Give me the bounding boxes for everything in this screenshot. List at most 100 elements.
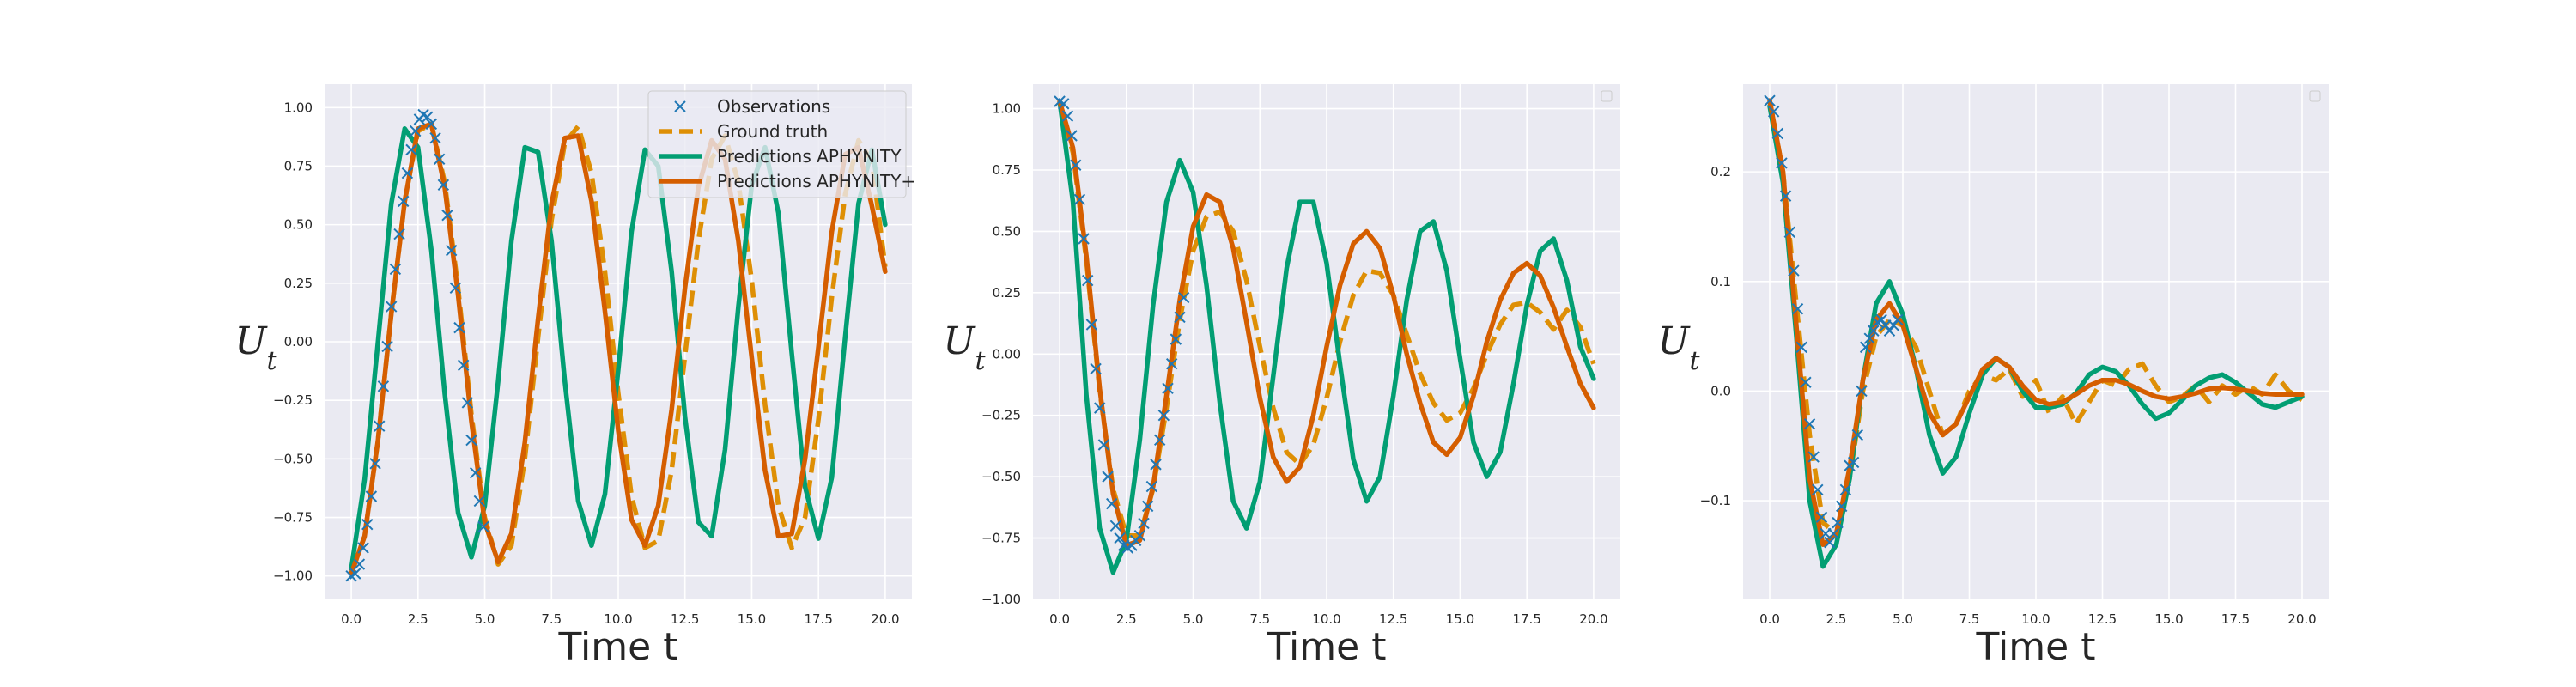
- observation-marker: [1070, 159, 1082, 171]
- x-tick-label: 10.0: [604, 611, 632, 627]
- x-tick-label: 7.5: [1249, 611, 1270, 627]
- y-tick-label: −0.75: [981, 531, 1021, 546]
- x-tick-label: 0.0: [341, 611, 361, 627]
- data-layer: [345, 108, 888, 582]
- y-tick-label: −0.50: [981, 469, 1021, 484]
- y-tick-label: −0.75: [273, 510, 313, 526]
- observation-marker: [1097, 439, 1110, 451]
- x-tick-label: 0.0: [1759, 611, 1780, 627]
- series-line-ground_truth: [1057, 100, 1596, 538]
- observation-marker: [453, 321, 465, 334]
- observation-marker: [1102, 471, 1114, 483]
- observation-marker: [369, 458, 381, 470]
- observation-marker: [1073, 193, 1086, 205]
- x-tick-label: 5.0: [1893, 611, 1913, 627]
- subplot-3: 0.0 2.5 5.0 7.5 10.0 12.5 15.0 17.5 20.0 −0.1 0.0 0…: [1657, 84, 2329, 669]
- legend-label-observations: Observations: [717, 96, 830, 117]
- observation-marker: [1875, 313, 1887, 326]
- observation-marker: [433, 153, 446, 165]
- observation-marker: [1066, 130, 1078, 142]
- observation-marker: [465, 434, 477, 447]
- observation-marker: [1776, 157, 1788, 169]
- x-tick-label: 10.0: [1312, 611, 1340, 627]
- observation-marker: [357, 542, 369, 554]
- observation-marker: [1868, 325, 1880, 337]
- observation-marker: [398, 195, 410, 208]
- observation-marker: [1153, 434, 1166, 446]
- x-tick-label: 15.0: [1446, 611, 1474, 627]
- y-tick-label: 0.25: [284, 276, 313, 291]
- subplot-2: 0.0 2.5 5.0 7.5 10.0 12.5 15.0 17.5 20.0 −1.00 −0.…: [943, 84, 1620, 669]
- y-tick-label: 1.00: [993, 101, 1021, 117]
- series-line-aphynity_plus: [349, 121, 888, 576]
- observation-marker: [1133, 530, 1146, 542]
- observation-marker: [1109, 520, 1122, 532]
- y-axis-label: Ut: [943, 319, 986, 376]
- observation-marker: [374, 420, 386, 432]
- y-tick-label: 0.2: [1710, 164, 1731, 179]
- observation-marker: [365, 490, 378, 502]
- observation-marker: [1800, 376, 1812, 388]
- observation-marker: [421, 111, 434, 123]
- y-axis-label-main: U: [1657, 319, 1691, 363]
- observation-marker: [457, 359, 470, 371]
- observation-marker: [437, 179, 450, 191]
- legend: Observations Ground truth Predictions APHY…: [647, 90, 915, 198]
- y-tick-label: 1.00: [284, 100, 313, 115]
- legend-label-aphynity: Predictions APHYNITY: [717, 146, 902, 167]
- observation-marker: [389, 263, 402, 276]
- observation-marker: [1827, 527, 1840, 540]
- x-tick-label: 2.5: [408, 611, 428, 627]
- observation-marker: [1851, 429, 1864, 441]
- observation-marker: [445, 244, 458, 257]
- observation-marker: [1138, 517, 1150, 530]
- y-tick-label: 0.50: [284, 217, 313, 233]
- observation-marker: [469, 467, 482, 479]
- observation-marker: [425, 118, 438, 131]
- y-axis-label: Ut: [234, 319, 277, 376]
- observation-marker: [393, 228, 405, 240]
- x-tick-label: 20.0: [1579, 611, 1607, 627]
- series-line-aphynity_plus: [1767, 98, 2305, 547]
- y-axis-label-subscript: t: [975, 346, 987, 376]
- observation-marker: [1094, 402, 1106, 414]
- observation-marker: [1141, 500, 1154, 513]
- y-tick-label: −0.1: [1700, 493, 1731, 508]
- observation-marker: [1170, 333, 1182, 345]
- x-tick-label: 10.0: [2021, 611, 2050, 627]
- observation-marker: [1824, 536, 1836, 549]
- x-tick-label: 2.5: [1826, 611, 1847, 627]
- y-tick-label: −1.00: [273, 568, 313, 584]
- observation-marker: [401, 167, 414, 179]
- observation-marker: [349, 568, 361, 580]
- x-tick-label: 5.0: [1183, 611, 1204, 627]
- observation-marker: [1807, 451, 1820, 463]
- legend-frame: [647, 90, 907, 198]
- observation-marker: [1779, 190, 1792, 202]
- x-tick-label: 5.0: [475, 611, 495, 627]
- y-axis-label: Ut: [1657, 319, 1700, 376]
- observation-marker: [449, 282, 462, 294]
- observation-marker: [361, 519, 374, 531]
- x-tick-label: 15.0: [738, 611, 766, 627]
- x-tick-label: 12.5: [2088, 611, 2117, 627]
- observation-marker: [429, 132, 441, 144]
- observation-marker: [405, 143, 417, 156]
- observation-marker: [1764, 94, 1776, 106]
- observation-marker: [1085, 319, 1098, 331]
- observation-marker: [1832, 516, 1844, 529]
- x-tick-label: 15.0: [2154, 611, 2183, 627]
- y-tick-label: −1.00: [981, 592, 1021, 607]
- legend-empty-box: [2309, 90, 2321, 102]
- x-tick-label: 7.5: [541, 611, 562, 627]
- x-tick-label: 12.5: [1379, 611, 1407, 627]
- observation-marker: [1162, 382, 1174, 394]
- observation-marker: [1839, 483, 1852, 496]
- observation-marker: [1090, 362, 1102, 375]
- observation-marker: [1788, 264, 1800, 277]
- x-tick-label: 2.5: [1116, 611, 1137, 627]
- x-tick-label: 12.5: [671, 611, 699, 627]
- x-tick-label: 7.5: [1959, 611, 1980, 627]
- data-layer: [1054, 95, 1596, 575]
